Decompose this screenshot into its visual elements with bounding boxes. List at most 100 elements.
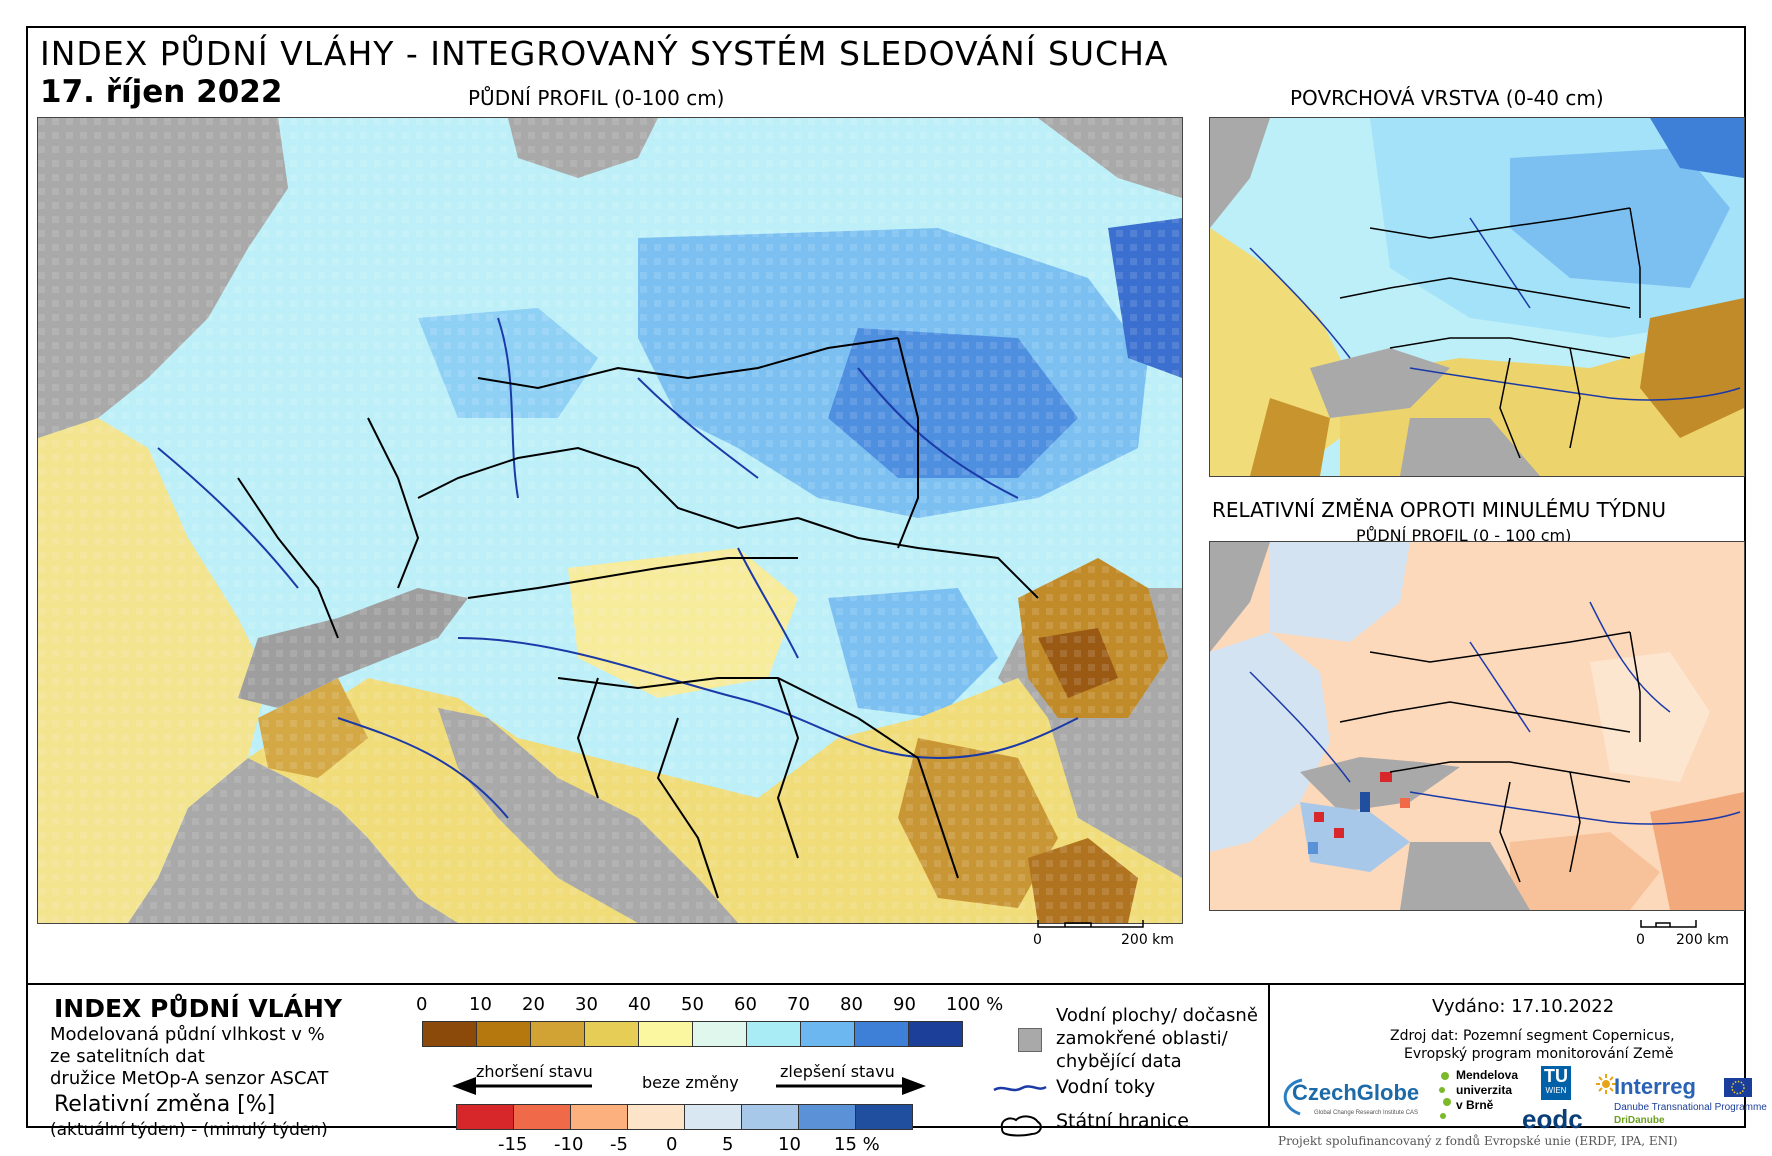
change-map-graphic	[1210, 542, 1744, 910]
legend-desc-line1: Modelovaná půdní vlhkost v %	[50, 1024, 325, 1045]
legend-description: Modelovaná půdní vlhkost v % ze satelitn…	[50, 1024, 328, 1090]
main-scalebar-graphic	[1037, 920, 1144, 928]
index-color-segment	[693, 1022, 747, 1046]
change-color-segment	[457, 1105, 514, 1129]
mendelu-line3: v Brně	[1456, 1098, 1494, 1112]
change-color-segment	[742, 1105, 799, 1129]
change-tick-label: 0	[666, 1134, 678, 1155]
interreg-name: Interreg	[1614, 1074, 1696, 1099]
main-soil-moisture-map[interactable]	[37, 117, 1183, 924]
footer-divider	[1268, 983, 1270, 1126]
tu-wien-logo: TU WIEN	[1541, 1066, 1571, 1100]
index-tick-label: 80	[840, 994, 863, 1015]
water-bodies-label: Vodní plochy/ dočasně zamokřené oblasti/…	[1056, 1005, 1258, 1072]
border-outline-icon	[1000, 1115, 1042, 1137]
arrow-left-label: zhoršení stavu	[476, 1062, 593, 1081]
index-tick-label: 90	[893, 994, 916, 1015]
map-frame: INDEX PŮDNÍ VLÁHY - INTEGROVANÝ SYSTÉM S…	[26, 26, 1767, 1155]
index-color-segment	[801, 1022, 855, 1046]
funding-note: Projekt spolufinancovaný z fondů Evropsk…	[1278, 1134, 1678, 1148]
surface-map-graphic	[1210, 118, 1744, 476]
inset-scalebar-graphic	[1640, 920, 1697, 928]
index-color-segment	[423, 1022, 477, 1046]
rivers-label: Vodní toky	[1056, 1076, 1156, 1098]
change-color-segment	[799, 1105, 856, 1129]
arrow-mid-label: beze změny	[642, 1073, 739, 1092]
issued-date: Vydáno: 17.10.2022	[1432, 996, 1615, 1017]
legend-title: INDEX PŮDNÍ VLÁHY	[54, 994, 342, 1023]
change-tick-label: -5	[610, 1134, 628, 1155]
interreg-logo: Interreg Danube Transnational Programme …	[1594, 1072, 1767, 1132]
change-tick-label: 15 %	[834, 1134, 880, 1155]
legend-divider	[28, 983, 1744, 985]
change-map-label: RELATIVNÍ ZMĚNA OPROTI MINULÉMU TÝDNU	[1212, 498, 1667, 522]
borders-label: Státní hranice	[1056, 1110, 1189, 1132]
mendelu-line1: Mendelova	[1456, 1068, 1519, 1082]
arrow-left-icon	[452, 1077, 592, 1095]
water-bodies-swatch	[1018, 1028, 1042, 1052]
main-scalebar-distance: 200 km	[1121, 932, 1174, 948]
index-color-segment	[855, 1022, 909, 1046]
czechglobe-logo: CzechGlobe Global Change Research Instit…	[1276, 1072, 1446, 1128]
czechglobe-sub: Global Change Research Institute CAS	[1314, 1110, 1419, 1116]
change-tick-label: -15	[498, 1134, 528, 1155]
inset-scalebar-distance: 200 km	[1676, 932, 1729, 948]
tu-wien-mark: TU	[1544, 1066, 1568, 1086]
index-color-segment	[909, 1022, 962, 1046]
change-tick-label: 5	[722, 1134, 734, 1155]
eodc-logo: eodc	[1522, 1104, 1583, 1134]
change-color-segment	[856, 1105, 912, 1129]
index-tick-label: 50	[681, 994, 704, 1015]
dridanube-label: DriDanube	[1614, 1115, 1665, 1126]
tu-wien-sub: WIEN	[1545, 1086, 1567, 1095]
index-tick-label: 60	[734, 994, 757, 1015]
arrow-right-label: zlepšení stavu	[780, 1062, 895, 1081]
interreg-sun-icon	[1596, 1074, 1616, 1094]
index-tick-label: 70	[787, 994, 810, 1015]
index-color-segment	[639, 1022, 693, 1046]
legend-desc-line2: ze satelitních dat	[50, 1046, 205, 1067]
change-color-segment	[514, 1105, 571, 1129]
change-map-sublabel: PŮDNÍ PROFIL (0 - 100 cm)	[1356, 526, 1572, 545]
index-tick-label: 100 %	[946, 994, 1004, 1015]
change-color-segment	[685, 1105, 742, 1129]
index-tick-label: 40	[628, 994, 651, 1015]
index-color-segment	[585, 1022, 639, 1046]
change-tick-label: 10	[778, 1134, 801, 1155]
main-scalebar-zero: 0	[1033, 932, 1042, 948]
surface-map-label: POVRCHOVÁ VRSTVA (0-40 cm)	[1290, 86, 1604, 110]
index-tick-label: 0	[416, 994, 428, 1015]
arrow-right-icon	[776, 1077, 926, 1095]
index-tick-label: 30	[575, 994, 598, 1015]
source-line2: Evropský program monitorování Země	[1404, 1046, 1674, 1062]
main-map-graphic	[38, 118, 1182, 923]
eu-flag-icon	[1724, 1078, 1752, 1097]
index-tick-label: 20	[522, 994, 545, 1015]
mendelu-logo: Mendelova univerzita v Brně	[1438, 1068, 1528, 1128]
eu-stars-icon	[1731, 1080, 1745, 1095]
index-color-segment	[747, 1022, 801, 1046]
change-tick-label: -10	[554, 1134, 584, 1155]
change-legend-title: Relativní změna [%]	[54, 1092, 276, 1117]
czechglobe-name: CzechGlobe	[1292, 1080, 1420, 1105]
mendelu-line2: univerzita	[1456, 1083, 1513, 1097]
inset-scalebar-zero: 0	[1636, 932, 1645, 948]
index-color-segment	[531, 1022, 585, 1046]
change-legend-desc: (aktuální týden) - (minulý týden)	[50, 1120, 328, 1140]
change-color-segment	[571, 1105, 628, 1129]
surface-layer-map[interactable]	[1209, 117, 1745, 477]
source-line1: Zdroj dat: Pozemní segment Copernicus,	[1390, 1028, 1675, 1044]
index-colorbar	[422, 1021, 963, 1047]
change-colorbar	[456, 1104, 913, 1130]
legend-desc-line3: družice MetOp-A senzor ASCAT	[50, 1068, 329, 1089]
czechglobe-arc-icon	[1283, 1078, 1303, 1116]
main-map-label: PŮDNÍ PROFIL (0-100 cm)	[468, 86, 725, 110]
river-line-icon	[993, 1085, 1047, 1092]
interreg-sub: Danube Transnational Programme	[1614, 1102, 1767, 1113]
index-color-segment	[477, 1022, 531, 1046]
page-title: INDEX PŮDNÍ VLÁHY - INTEGROVANÝ SYSTÉM S…	[40, 34, 1169, 73]
index-tick-label: 10	[469, 994, 492, 1015]
relative-change-map[interactable]	[1209, 541, 1745, 911]
mendelu-dots-icon	[1439, 1072, 1451, 1119]
change-color-segment	[628, 1105, 685, 1129]
